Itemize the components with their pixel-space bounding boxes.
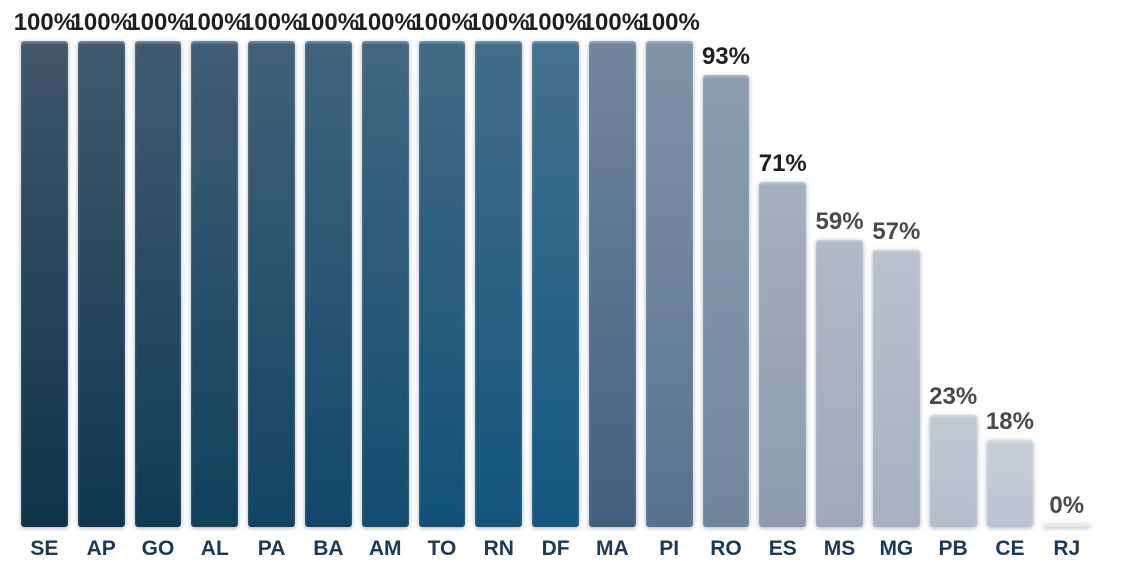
bar-axis-label: AP xyxy=(86,537,116,560)
bar xyxy=(77,41,125,527)
bar xyxy=(475,41,523,527)
bar-value-label: 59% xyxy=(815,207,864,235)
bar xyxy=(1043,524,1091,527)
bar-value-label: 100% xyxy=(468,8,530,36)
bar-axis-label: PA xyxy=(257,537,286,560)
bar xyxy=(532,41,579,527)
bar xyxy=(986,440,1034,527)
bar xyxy=(645,41,693,527)
bar-column: 23% xyxy=(929,0,978,527)
bar xyxy=(134,41,182,527)
bar-axis-label: BA xyxy=(313,537,344,560)
bar-value-label: 0% xyxy=(1049,491,1085,519)
bar-value-label: 100% xyxy=(127,8,189,36)
bar-axis-label: AM xyxy=(368,537,402,560)
bar-axis-label: PI xyxy=(659,537,680,560)
bar-value-label: 100% xyxy=(70,8,132,36)
bar-value-label: 57% xyxy=(872,217,921,245)
bar-column: 100% xyxy=(298,0,359,527)
bar-column: 100% xyxy=(127,0,189,527)
bar-column: 0% xyxy=(1043,0,1091,527)
bar-axis-label: RJ xyxy=(1053,537,1081,560)
bar-column: 18% xyxy=(985,0,1034,527)
bar-axis-label: RO xyxy=(710,537,742,560)
bar-value-label: 71% xyxy=(758,149,807,177)
bar-value-label: 100% xyxy=(638,8,700,36)
bar xyxy=(588,41,636,527)
bar-value-label: 23% xyxy=(929,382,978,410)
bar-value-label: 100% xyxy=(411,8,473,36)
bar xyxy=(872,250,920,527)
bar xyxy=(21,41,68,527)
bar xyxy=(418,41,466,527)
bar xyxy=(304,41,352,527)
bar-column: 59% xyxy=(815,0,864,527)
bar-value-label: 18% xyxy=(985,407,1034,435)
bar-value-label: 93% xyxy=(701,42,750,70)
bar-column: 100% xyxy=(71,0,132,527)
bar-value-label: 100% xyxy=(297,8,360,36)
bar-column: 100% xyxy=(14,0,75,527)
plot-area: 100% 100% 100% 100% 100% 100% 100% 100% … xyxy=(14,0,1091,527)
bar xyxy=(361,41,409,527)
bar-column: 100% xyxy=(468,0,529,527)
bar xyxy=(191,41,239,527)
bar-value-label: 100% xyxy=(13,8,76,36)
bar-axis-label: GO xyxy=(141,537,175,560)
bar-axis-label: CE xyxy=(995,537,1025,560)
bar xyxy=(702,75,750,527)
bar-axis-label: MA xyxy=(596,537,629,560)
bar-column: 100% xyxy=(582,0,643,527)
bar-value-label: 100% xyxy=(524,8,587,36)
bar-axis-label: TO xyxy=(427,537,457,560)
x-axis: SE AP GO AL PA BA AM TO RN DF MA PI RO E… xyxy=(21,533,1090,565)
bar-column: 100% xyxy=(354,0,416,527)
bar-value-label: 100% xyxy=(240,8,303,36)
bar-column: 100% xyxy=(411,0,473,527)
bar-axis-label: MG xyxy=(879,537,914,560)
bar xyxy=(929,415,977,527)
bar-column: 100% xyxy=(638,0,700,527)
bar-axis-label: MS xyxy=(823,537,856,560)
bar-column: 57% xyxy=(872,0,921,527)
bar-value-label: 100% xyxy=(184,8,246,36)
bar xyxy=(816,240,863,527)
bar-column: 93% xyxy=(701,0,750,527)
bar-axis-label: SE xyxy=(30,537,59,560)
bar xyxy=(248,41,295,527)
bar-value-label: 100% xyxy=(581,8,644,36)
bar-column: 100% xyxy=(525,0,586,527)
bar-axis-label: AL xyxy=(200,537,229,560)
bar-axis-label: ES xyxy=(768,537,797,560)
bar-axis-label: DF xyxy=(541,537,570,560)
bar-axis-label: PB xyxy=(938,537,968,560)
bar-column: 100% xyxy=(241,0,302,527)
bar-column: 100% xyxy=(184,0,245,527)
bar-column: 71% xyxy=(758,0,807,527)
bar-value-label: 100% xyxy=(354,8,416,36)
bar-axis-label: RN xyxy=(483,537,514,560)
bar xyxy=(759,182,807,527)
